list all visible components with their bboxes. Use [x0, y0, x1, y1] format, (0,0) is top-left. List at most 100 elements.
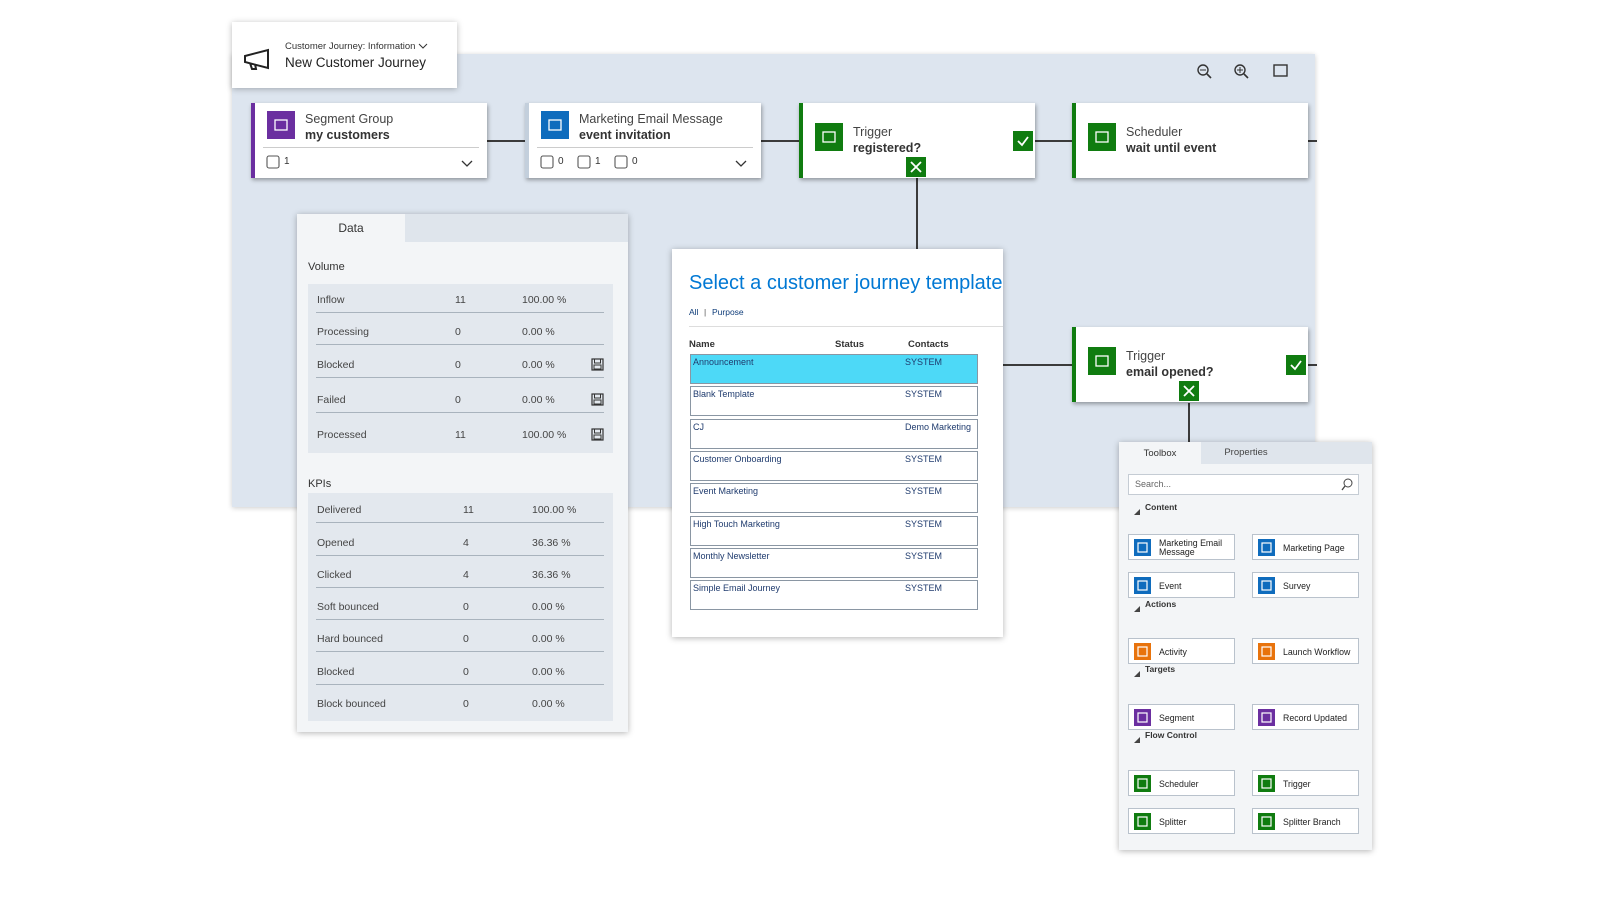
template-row[interactable]: CJ Demo Marketing — [690, 418, 978, 449]
template-name: Customer Onboarding — [693, 453, 782, 464]
template-row[interactable]: Event Marketing SYSTEM — [690, 483, 978, 514]
template-dialog: Select a customer journey template All | Pu… — [672, 249, 1003, 637]
properties-tab[interactable]: Properties — [1224, 447, 1268, 458]
tile-type: Trigger — [853, 125, 893, 139]
template-contacts: SYSTEM — [905, 583, 943, 594]
row-percent: 0.00 % — [532, 698, 565, 710]
template-row[interactable]: Customer Onboarding SYSTEM — [690, 450, 978, 481]
row-count: 11 — [463, 504, 474, 516]
toolbox-item[interactable]: Splitter Branch — [1252, 808, 1359, 834]
row-percent: 36.36 % — [532, 569, 571, 581]
tile-name: wait until event — [1126, 141, 1217, 155]
item-icon-glyph — [1261, 816, 1272, 827]
connector — [760, 140, 799, 142]
template-name: High Touch Marketing — [693, 518, 780, 529]
toolbox-item[interactable]: Scheduler — [1128, 770, 1235, 796]
row-divider — [316, 587, 604, 588]
row-percent: 0.00 % — [522, 359, 555, 371]
tile-icon — [1088, 123, 1116, 151]
item-icon — [1258, 577, 1275, 594]
journey-tile: Trigger registered? — [799, 103, 1035, 178]
tile-divider — [537, 147, 753, 148]
expand-chevron-glyph — [735, 160, 747, 167]
stat-value: 1 — [595, 156, 601, 167]
row-divider — [316, 412, 604, 413]
toolbox-item[interactable]: Segment — [1128, 704, 1235, 730]
row-divider — [316, 651, 604, 652]
toolbox-item[interactable]: Launch Workflow — [1252, 638, 1359, 664]
item-icon — [1134, 643, 1151, 660]
dialog-title: Select a customer journey template — [689, 272, 1003, 294]
connector — [1034, 140, 1072, 142]
item-icon-glyph — [1261, 778, 1272, 789]
stat-icon — [576, 154, 592, 170]
toolbox-item[interactable]: Event — [1128, 572, 1235, 598]
yes-badge-glyph — [1017, 136, 1029, 147]
save-icon — [591, 428, 604, 441]
row-percent: 0.00 % — [522, 326, 555, 338]
toolbox-panel: Toolbox Properties Search... Content Marketi… — [1119, 442, 1372, 850]
header-card: Customer Journey: Information New Custom… — [232, 22, 457, 88]
tile-type: Trigger — [1126, 349, 1166, 363]
row-percent: 36.36 % — [532, 537, 571, 549]
tile-icon — [1088, 347, 1116, 375]
template-name: Monthly Newsletter — [693, 550, 770, 561]
filter[interactable]: All — [689, 307, 699, 317]
item-label: Splitter — [1159, 816, 1187, 827]
filter[interactable]: Purpose — [712, 307, 744, 317]
item-icon-glyph — [1261, 646, 1272, 657]
template-row[interactable]: Simple Email Journey SYSTEM — [690, 580, 978, 611]
toolbox-item[interactable]: Record Updated — [1252, 704, 1359, 730]
row-label: Clicked — [317, 569, 352, 581]
stat-icon-glyph — [266, 155, 280, 169]
template-row[interactable]: Blank Template SYSTEM — [690, 386, 978, 417]
stat-icon — [539, 154, 555, 170]
toolbox-tab[interactable]: Toolbox — [1119, 442, 1201, 466]
stat-icon-glyph — [540, 155, 554, 169]
toolbox-item[interactable]: Splitter — [1128, 808, 1235, 834]
save-icon-glyph — [591, 358, 604, 371]
item-icon-glyph — [1137, 542, 1148, 553]
item-icon-glyph — [1137, 580, 1148, 591]
journey-tile: Scheduler wait until event — [1072, 103, 1308, 178]
template-contacts: SYSTEM — [905, 486, 943, 497]
item-label: Marketing Email Message — [1159, 538, 1223, 557]
search-box[interactable]: Search... — [1128, 474, 1359, 495]
item-label: Record Updated — [1283, 712, 1348, 723]
toolbox-item[interactable]: Survey — [1252, 572, 1359, 598]
save-icon — [591, 393, 604, 406]
stat-icon-glyph — [577, 155, 591, 169]
connector — [1307, 364, 1317, 366]
template-row[interactable]: Monthly Newsletter SYSTEM — [690, 547, 978, 578]
row-count: 0 — [463, 666, 469, 678]
no-badge — [1179, 381, 1199, 401]
stat-value: 1 — [284, 156, 290, 167]
tile-type: Marketing Email Message — [579, 112, 723, 126]
tile-icon — [815, 123, 843, 151]
tile-icon-glyph — [274, 119, 288, 131]
template-row[interactable]: Announcement SYSTEM — [690, 354, 978, 384]
expand-chevron — [461, 156, 473, 167]
toolbox-item[interactable]: Marketing Page — [1252, 534, 1359, 560]
section-title: Volume — [308, 261, 345, 273]
toolbox-item[interactable]: Marketing Email Message — [1128, 534, 1235, 560]
data-tab: Data — [297, 214, 405, 242]
row-divider — [316, 522, 604, 523]
template-row[interactable]: High Touch Marketing SYSTEM — [690, 515, 978, 546]
item-label: Event — [1159, 580, 1182, 591]
toolbox-item[interactable]: Activity — [1128, 638, 1235, 664]
filter-separator: | — [704, 307, 707, 317]
row-count: 0 — [463, 698, 469, 710]
item-icon — [1134, 813, 1151, 830]
row-count: 4 — [463, 537, 469, 549]
item-icon-glyph — [1261, 712, 1272, 723]
row-percent: 100.00 % — [532, 504, 577, 516]
tile-divider — [263, 147, 479, 148]
expand-chevron — [735, 156, 747, 167]
template-contacts: SYSTEM — [905, 550, 943, 561]
connector — [487, 140, 525, 142]
item-icon — [1134, 577, 1151, 594]
toolbox-item[interactable]: Trigger — [1252, 770, 1359, 796]
no-badge-glyph — [910, 161, 922, 173]
